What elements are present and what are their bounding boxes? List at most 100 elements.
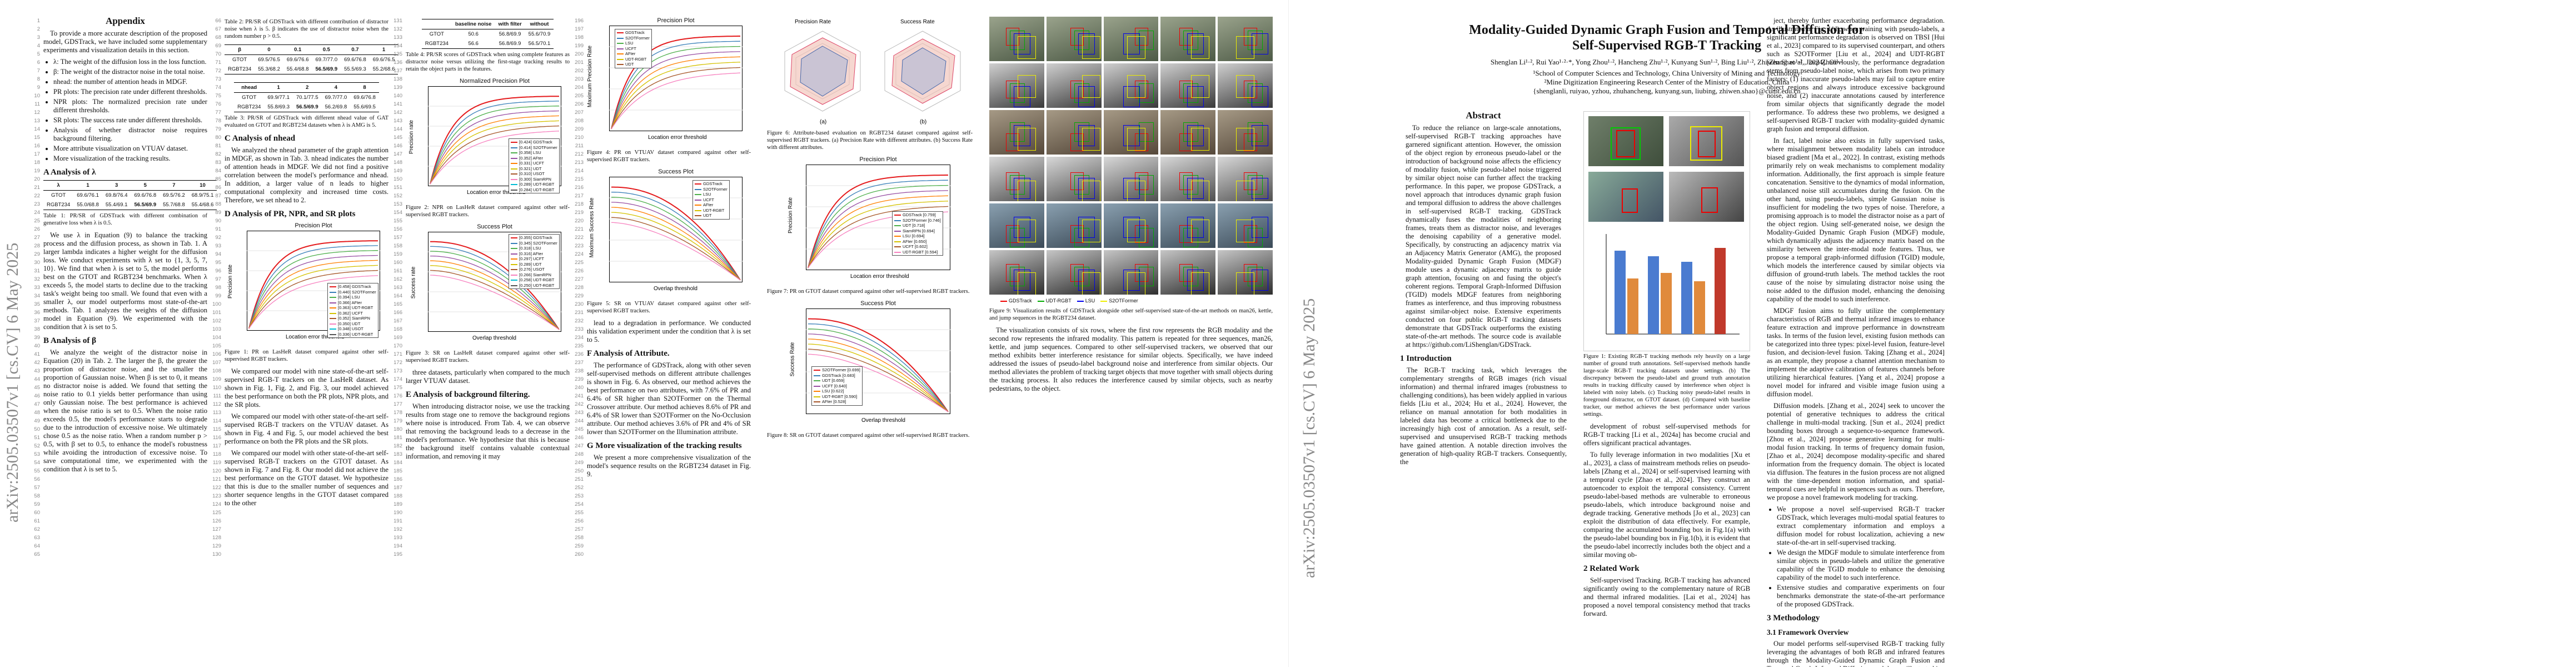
tracking-box bbox=[1183, 175, 1199, 195]
tracking-box bbox=[1138, 122, 1154, 142]
series-line bbox=[430, 115, 560, 185]
legend-entry: [0.394] LSU bbox=[330, 295, 376, 300]
legend-swatch bbox=[894, 241, 901, 242]
tracking-box bbox=[1183, 83, 1199, 103]
legend-swatch bbox=[330, 312, 336, 314]
legend-label: [0.458] GDSTrack bbox=[338, 284, 371, 289]
line-numbers: 131 132 133 134 135 136 137 138 139 140 141 142 143 1… bbox=[393, 18, 402, 558]
plot-area bbox=[806, 165, 950, 270]
legend-label: LSU bbox=[625, 41, 634, 46]
series-line bbox=[430, 241, 560, 330]
plot-frame bbox=[428, 232, 561, 332]
tracking-frame-image bbox=[989, 250, 1044, 295]
legend-entry: UDT-RGBT [0.594] bbox=[894, 250, 941, 255]
legend-label: [0.250] UDT-RGBT bbox=[519, 282, 555, 288]
series-line bbox=[430, 265, 560, 330]
x-axis-label: Location error threshold bbox=[286, 334, 345, 340]
legend-swatch bbox=[814, 370, 820, 371]
column-5: Precision Rate Success Rate (a) (b) Figu… bbox=[767, 17, 973, 444]
tracking-box bbox=[1014, 178, 1030, 199]
section-a-title: A Analysis of λ bbox=[43, 168, 96, 177]
tracking-box bbox=[1123, 217, 1140, 238]
legend-label: [0.276] USOT bbox=[519, 267, 545, 272]
series-line bbox=[808, 185, 949, 268]
tracking-box bbox=[1252, 33, 1269, 54]
x-axis-label: Overlap threshold bbox=[472, 335, 516, 341]
tracking-frame-image bbox=[1218, 203, 1273, 248]
affiliation-2: ²Mine Digitization Engineering Research … bbox=[1544, 78, 1790, 86]
legend-label: S2OTFormer bbox=[625, 35, 650, 41]
tracking-visualization-grid bbox=[989, 17, 1273, 295]
series-line bbox=[611, 67, 741, 130]
series-line bbox=[611, 41, 741, 130]
figure-caption: Figure 2: NPR on LasHeR dataset compared… bbox=[406, 205, 570, 218]
x-axis-label: Overlap threshold bbox=[861, 417, 905, 424]
tracking-box bbox=[1070, 133, 1084, 151]
section-3-1-title: 3.1 Framework Overview bbox=[1767, 628, 1849, 636]
legend-entry: S2OTFormer [0.746] bbox=[894, 218, 941, 223]
table-caption: Table 4: PR/SR scores of GDSTrack when u… bbox=[406, 52, 570, 72]
list-item: Analysis of whether distractor noise req… bbox=[53, 126, 207, 143]
tracking-box bbox=[1236, 220, 1255, 242]
y-axis-label: Precision rate bbox=[408, 120, 415, 155]
legend-entry: UCFT [0.640] bbox=[814, 384, 860, 389]
legend-entry: [0.276] USOT bbox=[511, 267, 557, 272]
series-line bbox=[430, 131, 560, 185]
plot-title: Normalized Precision Plot bbox=[460, 78, 530, 84]
series-line bbox=[808, 328, 949, 412]
y-axis-label: Maximum Success Rate bbox=[589, 197, 595, 258]
affiliation-1: ¹School of Computer Sciences and Technol… bbox=[1533, 69, 1801, 77]
section-b-text: We analyze the weight of the distractor … bbox=[43, 349, 207, 473]
rgb-frame-image bbox=[1588, 172, 1663, 222]
plot-frame bbox=[247, 231, 380, 331]
table-row: RGBT234 55.8/69.3 56.5/69.9 56.2/69.8 55.6/6… bbox=[234, 102, 379, 112]
tracking-box bbox=[1236, 128, 1255, 151]
series-line bbox=[808, 339, 949, 412]
legend-label: AFter bbox=[703, 202, 714, 207]
figure-caption: Figure 4: PR on VTUAV dataset compared a… bbox=[587, 150, 751, 163]
tracking-box bbox=[1244, 225, 1258, 243]
legend-entry: LSU [0.622] bbox=[814, 389, 860, 394]
tracking-box bbox=[1236, 272, 1255, 295]
section-d-text: We compared our model with nine state-of… bbox=[225, 367, 388, 409]
legend-swatch bbox=[330, 307, 336, 309]
abstract-title: Abstract bbox=[1466, 110, 1501, 121]
tracking-box bbox=[1138, 267, 1154, 286]
tracking-box bbox=[1187, 217, 1204, 238]
series-line bbox=[808, 318, 949, 412]
tracking-box bbox=[1191, 128, 1210, 151]
legend-swatch bbox=[330, 328, 336, 330]
series-line bbox=[808, 180, 949, 268]
legend-label: [0.336] UDT-RGBT bbox=[338, 331, 373, 337]
legend-entry: [0.297] UCFT bbox=[511, 256, 557, 262]
series-line bbox=[430, 255, 560, 330]
tracking-box bbox=[1252, 270, 1269, 291]
tracking-box bbox=[1123, 86, 1140, 107]
tracking-box bbox=[1236, 75, 1255, 98]
legend-swatch bbox=[511, 178, 517, 180]
legend-swatch bbox=[511, 142, 517, 143]
legend-label: [0.355] GDSTrack bbox=[519, 235, 552, 240]
tracking-frame-image bbox=[1160, 157, 1216, 201]
tracking-box bbox=[1014, 125, 1030, 146]
legend-swatch bbox=[511, 173, 517, 175]
series-line bbox=[611, 217, 741, 281]
legend-label: GDSTrack bbox=[625, 30, 645, 35]
table-row: GTOT 69.5/76.5 69.6/76.6 69.7/77.0 69.6/76.8… bbox=[232, 57, 395, 63]
plot-frame bbox=[806, 165, 950, 270]
tracking-box bbox=[1127, 75, 1145, 98]
thermal-frame-image bbox=[1669, 116, 1744, 166]
x-axis-label: Location error threshold bbox=[467, 190, 526, 196]
table-caption: Table 3: PR/SR of GDSTrack with differen… bbox=[225, 115, 388, 128]
list-item: β: The weight of the distractor noise in… bbox=[53, 68, 207, 76]
paragraph: development of robust self-supervised me… bbox=[1583, 422, 1750, 447]
plot-title: Precision Plot bbox=[295, 222, 332, 229]
series-line bbox=[430, 275, 560, 330]
series-line bbox=[248, 275, 378, 329]
legend-entry: [0.352] SiamRPN bbox=[330, 316, 376, 321]
plot-title: Success Plot bbox=[658, 168, 694, 175]
legend-entry: GDSTrack [0.759] bbox=[894, 212, 941, 218]
tracking-box bbox=[1127, 128, 1145, 151]
series-line bbox=[808, 195, 949, 268]
tracking-box bbox=[1018, 75, 1036, 98]
